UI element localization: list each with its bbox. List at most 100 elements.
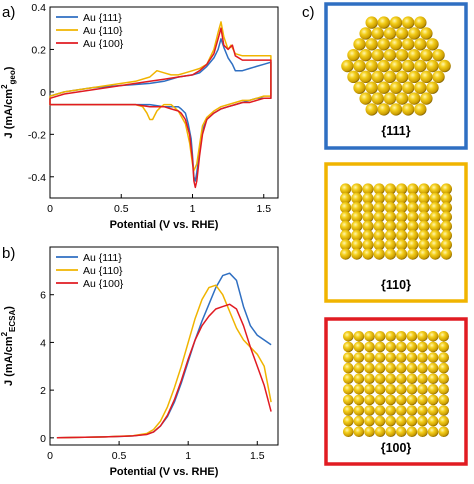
atom-sphere: [343, 352, 354, 363]
atom-sphere: [353, 341, 365, 353]
x-tick-label: 1: [190, 203, 196, 215]
atom-sphere: [396, 331, 407, 342]
atom-sphere: [407, 183, 419, 195]
y-tick-label: -0.4: [28, 172, 46, 184]
atom-sphere: [408, 92, 421, 105]
atom-sphere: [374, 373, 386, 385]
legend-entry: Au {100}: [83, 278, 124, 290]
legend-entry: Au {110}: [83, 25, 123, 37]
facet-111-label: {111}: [381, 124, 410, 138]
atom-sphere: [396, 341, 407, 353]
atom-sphere: [407, 211, 419, 223]
legend-entry: Au {111}: [83, 252, 122, 264]
y-axis-label-sub: geo: [8, 70, 17, 84]
atom-sphere: [429, 248, 441, 260]
atom-sphere: [341, 59, 354, 73]
atom-sphere: [407, 192, 419, 204]
atom-sphere: [351, 220, 363, 232]
atom-sphere: [385, 373, 397, 385]
atom-sphere: [396, 229, 408, 242]
y-axis-label-main: J (mA/cm: [3, 336, 15, 386]
atom-sphere: [340, 183, 352, 195]
plot-frame: [49, 246, 279, 446]
atom-sphere: [362, 183, 374, 195]
atom-sphere: [427, 362, 439, 374]
atom-sphere: [364, 362, 375, 374]
atom-sphere: [438, 394, 450, 406]
cv-chart: 0 0.5 1 1.5 -0.4 -0.2 0 0.2 0.4 Potential (V vs. …: [0, 2, 279, 231]
atom-sphere: [353, 38, 366, 51]
facet-100-panel: {100}: [324, 317, 468, 466]
atom-sphere: [406, 362, 418, 374]
atom-sphere: [385, 405, 397, 416]
y-axis-label: J (mA/cm2geo): [0, 66, 17, 138]
atom-sphere: [417, 352, 428, 363]
atom-sphere: [438, 59, 451, 73]
x-tick-label: 1: [185, 450, 191, 462]
atom-sphere: [371, 92, 384, 105]
facet-110-panel: {110}: [324, 162, 468, 303]
atom-sphere: [414, 16, 427, 29]
y-axis-label-main: J (mA/cm: [3, 89, 15, 139]
y-axis-label-tail: ): [3, 306, 15, 310]
atom-sphere: [374, 331, 386, 342]
atom-sphere: [427, 415, 439, 427]
atom-sphere: [396, 192, 408, 204]
y-axis-label-sup: 2: [0, 331, 9, 336]
atom-sphere: [414, 59, 427, 73]
y-tick-label: 4: [40, 337, 46, 349]
atom-sphere: [440, 183, 452, 195]
atom-sphere: [353, 59, 366, 73]
atom-sphere: [417, 341, 428, 353]
atom-sphere: [438, 384, 450, 395]
atom-sphere: [373, 202, 385, 214]
atom-sphere: [440, 202, 452, 214]
panel-c-letter: c): [302, 4, 315, 21]
atom-sphere: [343, 426, 354, 438]
atom-sphere: [362, 192, 374, 204]
atom-sphere: [351, 211, 363, 223]
atom-sphere: [396, 202, 408, 214]
atom-sphere: [406, 426, 418, 438]
atom-sphere: [407, 220, 419, 232]
atom-sphere: [383, 92, 397, 105]
atom-sphere: [438, 341, 450, 353]
atom-sphere: [377, 16, 391, 29]
atom-sphere: [384, 211, 396, 223]
atom-sphere: [429, 192, 441, 204]
y-tick-label: 0: [40, 87, 46, 99]
facet-111-panel: {111}: [324, 2, 468, 150]
atom-sphere: [429, 183, 441, 195]
facet-100-cluster: [343, 331, 450, 438]
atom-sphere: [406, 394, 418, 406]
atom-sphere: [353, 362, 365, 374]
atom-sphere: [373, 183, 385, 195]
atom-sphere: [426, 38, 439, 51]
atom-sphere: [374, 341, 386, 353]
atom-sphere: [396, 211, 408, 223]
atom-sphere: [373, 229, 385, 242]
atom-sphere: [374, 352, 386, 363]
atom-sphere: [343, 394, 354, 406]
x-axis-label: Potential (V vs. RHE): [110, 466, 219, 478]
atom-sphere: [364, 331, 375, 342]
atom-sphere: [408, 27, 421, 40]
atom-sphere: [395, 27, 409, 40]
atom-sphere: [373, 248, 385, 260]
atom-sphere: [417, 415, 428, 427]
series-line: [56, 303, 272, 439]
x-tick-label: 1.5: [250, 450, 265, 462]
atom-sphere: [418, 239, 430, 251]
atom-sphere: [395, 70, 409, 84]
series-line: [49, 27, 272, 189]
atom-sphere: [365, 16, 378, 29]
atom-sphere: [427, 352, 439, 363]
atom-sphere: [347, 48, 360, 62]
atom-sphere: [407, 248, 419, 260]
atom-sphere: [365, 103, 378, 116]
atom-sphere: [396, 352, 407, 363]
atom-sphere: [340, 220, 352, 232]
y-tick-label: 6: [40, 290, 46, 302]
atom-sphere: [385, 394, 397, 406]
atom-sphere: [365, 81, 378, 94]
